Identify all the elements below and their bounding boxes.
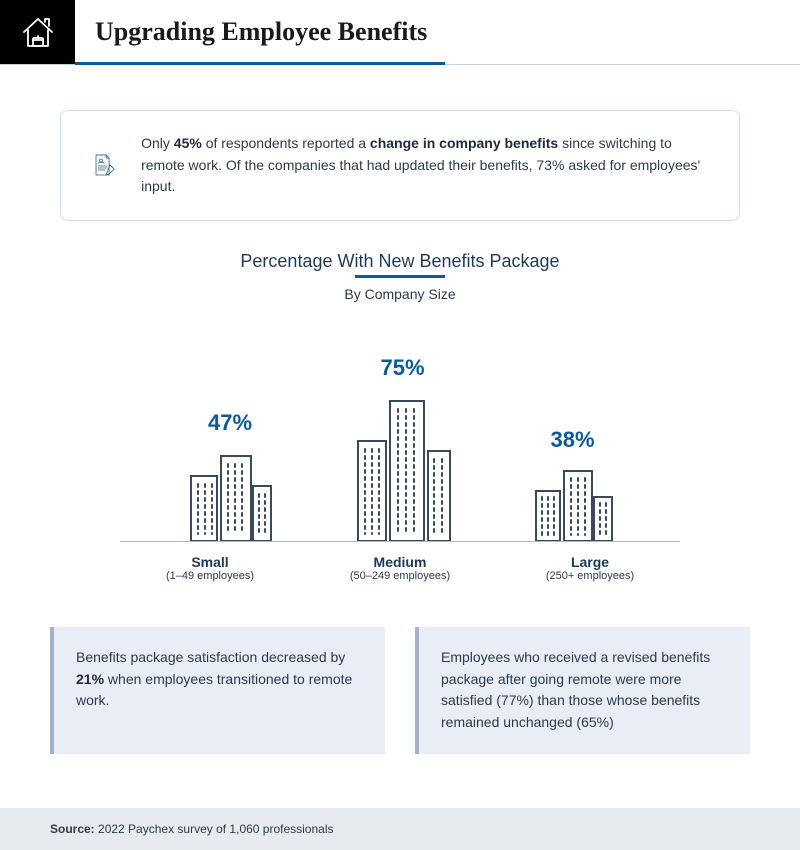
size-sub-large: (250+ employees) — [530, 570, 650, 582]
chart-subtitle: By Company Size — [40, 286, 760, 302]
chart-title-underline — [355, 275, 445, 278]
size-label-medium: Medium — [340, 554, 460, 570]
fact-left-after: when employees transitioned to remote wo… — [76, 671, 352, 709]
source-text: 2022 Paychex survey of 1,060 professiona… — [95, 822, 334, 836]
callout-bold: change in company benefits — [370, 135, 558, 151]
building-large: 38% — [528, 332, 618, 541]
label-large: Large (250+ employees) — [530, 554, 650, 582]
document-pencil-icon — [91, 140, 117, 192]
chart-title: Percentage With New Benefits Package — [240, 251, 559, 278]
header-title-wrap: Upgrading Employee Benefits — [75, 0, 800, 64]
callout-t1: Only — [141, 135, 174, 151]
fact-left-bold: 21% — [76, 671, 104, 687]
intro-callout: Only 45% of respondents reported a chang… — [60, 110, 740, 221]
building-small: 47% — [183, 332, 278, 541]
pct-medium: 75% — [380, 355, 424, 381]
callout-text: Only 45% of respondents reported a chang… — [141, 133, 709, 198]
size-label-small: Small — [150, 554, 270, 570]
buildings-row: 47% 75% — [120, 332, 680, 542]
chart-title-text: Percentage With New Benefits Package — [240, 251, 559, 271]
header-icon-box — [0, 0, 75, 64]
chart-area: Percentage With New Benefits Package By … — [40, 251, 760, 582]
size-label-large: Large — [530, 554, 650, 570]
building-medium: 75% — [348, 332, 458, 541]
fact-right: Employees who received a revised benefit… — [415, 627, 750, 754]
source-label: Source: — [50, 822, 95, 836]
source-bar: Source: 2022 Paychex survey of 1,060 pro… — [0, 808, 800, 850]
fact-left: Benefits package satisfaction decreased … — [50, 627, 385, 754]
building-icon-large — [528, 463, 618, 541]
title-underline — [75, 62, 445, 65]
callout-pct: 45% — [174, 135, 202, 151]
house-icon — [18, 12, 58, 52]
building-icon-medium — [348, 391, 458, 541]
header: Upgrading Employee Benefits — [0, 0, 800, 65]
label-small: Small (1–49 employees) — [150, 554, 270, 582]
label-medium: Medium (50–249 employees) — [340, 554, 460, 582]
fact-right-text: Employees who received a revised benefit… — [441, 649, 710, 730]
fact-row: Benefits package satisfaction decreased … — [50, 627, 750, 754]
pct-large: 38% — [550, 427, 594, 453]
fact-left-before: Benefits package satisfaction decreased … — [76, 649, 345, 665]
size-sub-small: (1–49 employees) — [150, 570, 270, 582]
page-title: Upgrading Employee Benefits — [95, 17, 427, 47]
pct-small: 47% — [208, 410, 252, 436]
labels-row: Small (1–49 employees) Medium (50–249 em… — [120, 554, 680, 582]
callout-t2: of respondents reported a — [202, 135, 370, 151]
building-icon-small — [183, 446, 278, 541]
size-sub-medium: (50–249 employees) — [340, 570, 460, 582]
